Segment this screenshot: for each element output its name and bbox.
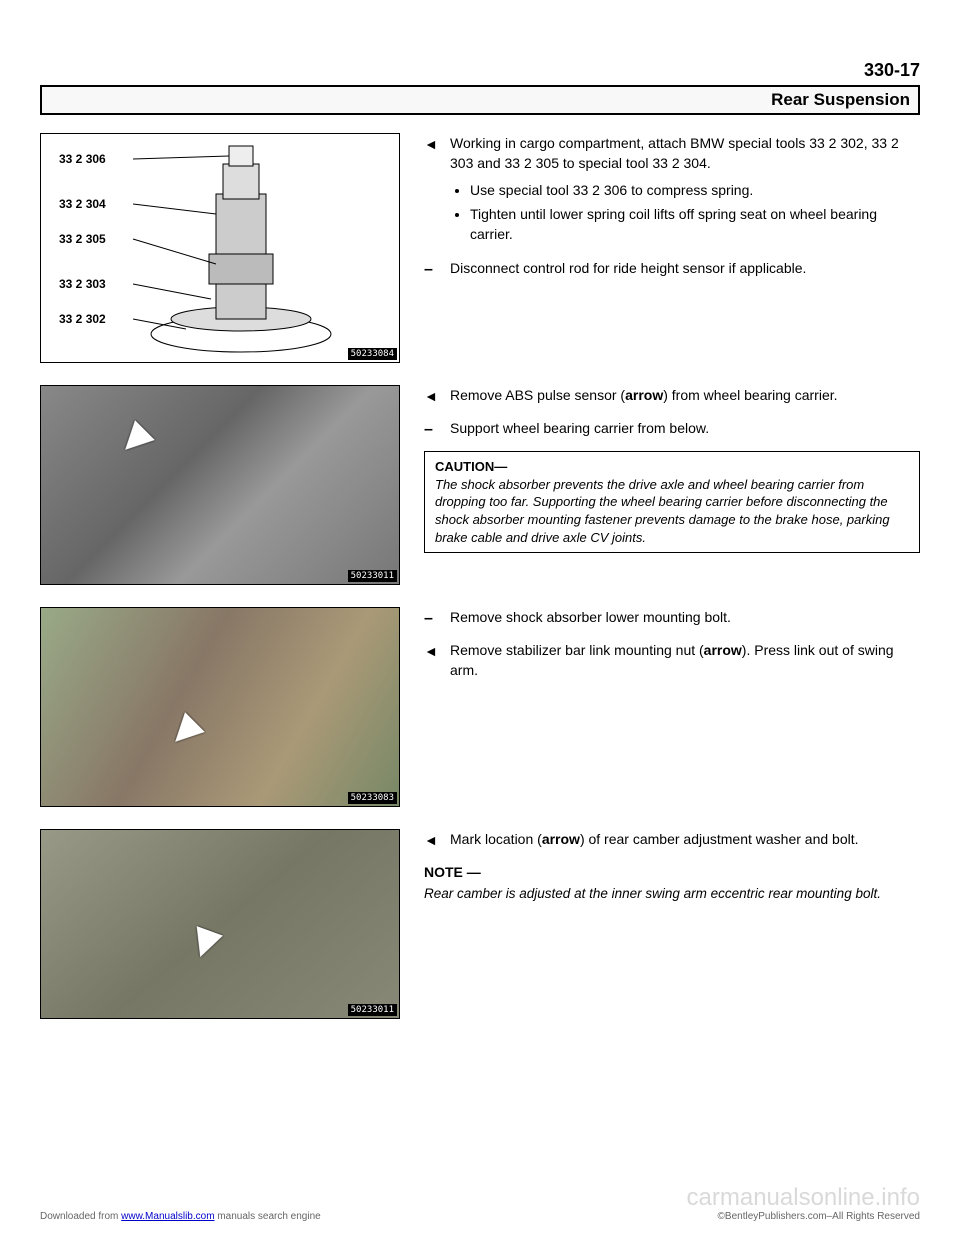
- tool-label: 33 2 302: [59, 312, 106, 326]
- caution-title: CAUTION—: [435, 459, 507, 474]
- text-block-4: Mark location (arrow) of rear camber adj…: [424, 829, 920, 904]
- text-block-1: Working in cargo compartment, attach BMW…: [424, 133, 920, 292]
- step-text: Disconnect control rod for ride height s…: [450, 258, 920, 281]
- footer-left-suffix: manuals search engine: [215, 1211, 321, 1222]
- triangle-marker-icon: [424, 829, 440, 852]
- note-title: NOTE —: [424, 862, 920, 882]
- row-1: 33 2 306 33 2 304 33 2 305 33 2 303 33 2…: [40, 133, 920, 363]
- bullet: Use special tool 33 2 306 to compress sp…: [470, 180, 920, 200]
- footer-left-prefix: Downloaded from: [40, 1211, 121, 1222]
- figure-id: 50233011: [348, 570, 397, 582]
- figure-abs-sensor-photo: 50233011: [40, 385, 400, 585]
- page-number: 330-17: [40, 60, 920, 81]
- step-text: Working in cargo compartment, attach BMW…: [450, 135, 899, 171]
- note-body: Rear camber is adjusted at the inner swi…: [424, 884, 920, 904]
- row-2: 50233011 Remove ABS pulse sensor (arrow)…: [40, 385, 920, 585]
- triangle-marker-icon: [424, 133, 440, 248]
- tool-label: 33 2 303: [59, 277, 106, 291]
- tool-label: 33 2 306: [59, 152, 106, 166]
- section-title: Rear Suspension: [40, 85, 920, 115]
- dash-marker-icon: [424, 258, 440, 281]
- bullet: Tighten until lower spring coil lifts of…: [470, 204, 920, 245]
- tool-label: 33 2 304: [59, 197, 106, 211]
- row-3: 50233083 Remove shock absorber lower mou…: [40, 607, 920, 807]
- dash-marker-icon: [424, 418, 440, 441]
- caution-box: CAUTION— The shock absorber prevents the…: [424, 451, 920, 553]
- page-footer: Downloaded from www.Manualslib.com manua…: [40, 1211, 920, 1222]
- tool-label: 33 2 305: [59, 232, 106, 246]
- figure-spring-compressor-diagram: 33 2 306 33 2 304 33 2 305 33 2 303 33 2…: [40, 133, 400, 363]
- figure-id: 50233011: [348, 1004, 397, 1016]
- step-text: Mark location (arrow) of rear camber adj…: [450, 829, 920, 852]
- text-block-2: Remove ABS pulse sensor (arrow) from whe…: [424, 385, 920, 563]
- caution-body: The shock absorber prevents the drive ax…: [435, 477, 890, 545]
- figure-id: 50233083: [348, 792, 397, 804]
- triangle-marker-icon: [424, 385, 440, 408]
- step-text: Remove stabilizer bar link mounting nut …: [450, 640, 920, 681]
- figure-id: 50233084: [348, 348, 397, 360]
- figure-camber-washer-photo: 50233011: [40, 829, 400, 1019]
- footer-center: ©BentleyPublishers.com–All Rights Reserv…: [718, 1211, 920, 1222]
- step-text: Remove shock absorber lower mounting bol…: [450, 607, 920, 630]
- footer-link[interactable]: www.Manualslib.com: [121, 1211, 214, 1222]
- dash-marker-icon: [424, 607, 440, 630]
- figure-stabilizer-link-photo: 50233083: [40, 607, 400, 807]
- triangle-marker-icon: [424, 640, 440, 681]
- step-text: Remove ABS pulse sensor (arrow) from whe…: [450, 385, 920, 408]
- watermark: carmanualsonline.info: [687, 1184, 920, 1212]
- step-text: Support wheel bearing carrier from below…: [450, 418, 920, 441]
- text-block-3: Remove shock absorber lower mounting bol…: [424, 607, 920, 691]
- row-4: 50233011 Mark location (arrow) of rear c…: [40, 829, 920, 1019]
